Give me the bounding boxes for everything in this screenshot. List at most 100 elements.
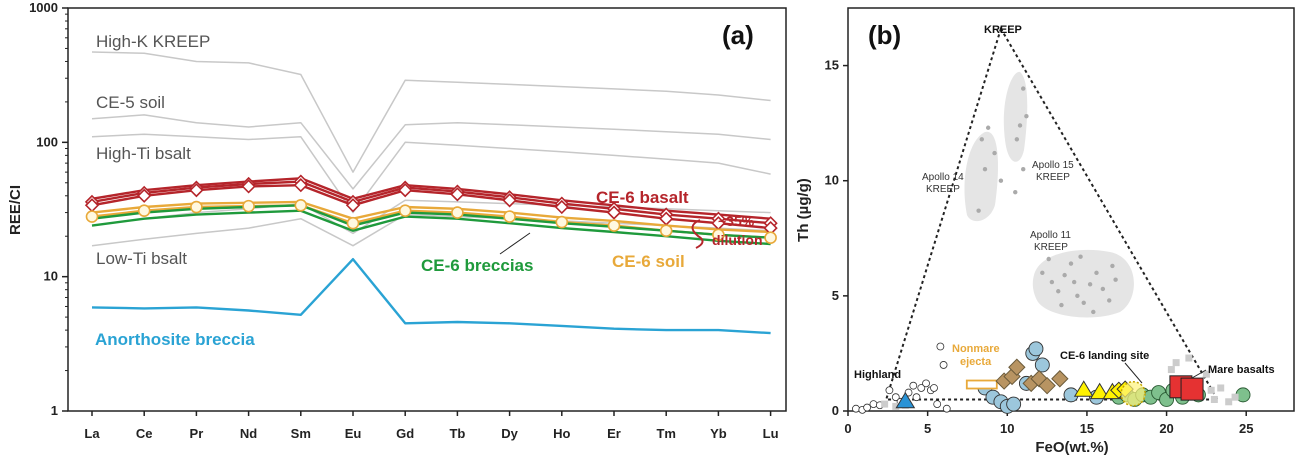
label-apollo11-b: KREEP [1034, 242, 1068, 253]
apollo11-point [1075, 293, 1080, 299]
apollo11-point [1110, 263, 1115, 269]
panel-b-frame [847, 7, 1295, 412]
series-line-6 [91, 183, 771, 230]
highland-point [939, 361, 948, 369]
mare-grey-point [1167, 366, 1175, 374]
label-apollo15-a: Apollo 15 [1032, 160, 1074, 171]
label-apollo14-a: Apollo 14 [922, 172, 964, 183]
nonmare-ejecta-point [965, 379, 998, 390]
series-line-7 [91, 177, 771, 220]
label-highland: Highland [854, 369, 901, 381]
basalt-point [606, 205, 622, 220]
x-tick-label-Nd: Nd [240, 426, 257, 441]
panel-b-kreep-fields [964, 71, 1134, 318]
mare-pointer [1191, 369, 1207, 379]
label-kreep: KREEP [984, 24, 1022, 36]
x-tick-label-La: La [84, 426, 100, 441]
highland-point [922, 379, 930, 388]
mare-grey-point [1185, 354, 1193, 362]
y-tick-label-100: 100 [36, 134, 58, 149]
label-anorthosite-breccia: Anorthosite breccia [95, 330, 255, 349]
soil-point [607, 219, 621, 232]
panel-b-kreep-points [976, 86, 1118, 315]
series-line-10 [91, 209, 771, 246]
apollo11-point [1113, 277, 1118, 282]
nonmare-diamonds-point [1051, 370, 1069, 388]
apollo11-point [1107, 298, 1112, 303]
apollo14-field [964, 131, 998, 222]
apollo15-field [1003, 71, 1028, 162]
breccias-pointer [499, 232, 531, 255]
x-tick-label-Sm: Sm [291, 426, 311, 441]
label-apollo14-b: KREEP [926, 184, 960, 195]
apollo11-point [1040, 270, 1045, 276]
ce6-blue-circles-point [1028, 341, 1044, 357]
highland-point [891, 393, 900, 402]
soil-point [294, 198, 308, 212]
soil-point [190, 200, 203, 214]
panel-b-th-feo-chart: (b) Th (µg/g) FeO(wt.%) 0 5 10 15 20 25 0 5 10 15… [795, 7, 1295, 456]
basalt-point [398, 183, 413, 198]
apollo15-point [1014, 137, 1020, 142]
apollo15-point [1024, 114, 1029, 119]
apollo11-point [1059, 302, 1064, 308]
basalt-point [450, 187, 465, 202]
apollo15-point [1017, 123, 1023, 128]
x-tick-label-Tm: Tm [656, 426, 676, 441]
panel-b-ylabel: Th (µg/g) [795, 178, 812, 242]
ce6-blue-circles-point [1006, 396, 1022, 412]
highland-point [885, 386, 894, 395]
apollo14-point [976, 208, 981, 213]
basalt-point [502, 193, 517, 208]
apollo11-point [1087, 282, 1093, 287]
label-ce6-breccias: CE-6 breccias [421, 256, 533, 275]
kreep-mixing-triangle [884, 26, 1220, 401]
apollo11-point [1078, 254, 1083, 259]
x-tick-label-Pr: Pr [190, 426, 204, 441]
apollo11-point [1100, 286, 1106, 292]
apollo11-point [1094, 270, 1099, 276]
apollo11-point [1046, 256, 1051, 262]
apollo11-point [1091, 309, 1096, 315]
apollo14-point [985, 125, 991, 130]
label-ce6-landing-site: CE-6 landing site [1060, 350, 1149, 362]
apollo15-point [1021, 86, 1026, 91]
highland-point [863, 403, 872, 412]
highland-point [869, 400, 878, 408]
bx-tick-label-10: 10 [1000, 421, 1014, 436]
x-tick-label-Yb: Yb [710, 426, 727, 441]
label-high-ti-basalt: High-Ti bsalt [96, 144, 191, 163]
x-tick-label-Ce: Ce [136, 426, 153, 441]
panel-a-label: (a) [722, 20, 754, 50]
soil-point [712, 228, 725, 242]
dilution-bracket [691, 219, 704, 249]
mare-grey-point [1172, 359, 1180, 367]
bx-tick-label-5: 5 [924, 421, 931, 436]
label-nonmare-a: Nonmare [952, 343, 1000, 355]
series-line-2 [91, 133, 771, 214]
soil-point [398, 204, 412, 217]
panel-a-reference-lines [91, 51, 771, 247]
panel-a-ree-chart: (a) REE/CI 1 10 100 1000 La Ce Pr Nd Sm Eu Gd Tb Dy H… [7, 0, 787, 441]
panel-a-ticks: 1 10 100 1000 La Ce Pr Nd Sm Eu Gd Tb Dy Ho Er Tm Yb Lu [29, 0, 779, 441]
apollo14-point [998, 178, 1004, 183]
anorthosite-blue-point [895, 391, 916, 409]
highland-point [852, 404, 860, 413]
panel-b-label: (b) [868, 20, 901, 50]
ce6-blue-circles-point [1034, 357, 1050, 373]
bx-tick-label-20: 20 [1159, 421, 1173, 436]
apollo11-point [1071, 279, 1077, 285]
series-line-9 [91, 200, 771, 234]
series-line-1 [91, 114, 771, 190]
apollo11-point [1062, 272, 1067, 278]
soil-point [85, 210, 99, 223]
highland-point [942, 404, 951, 413]
label-ce5-soil: CE-5 soil [96, 93, 165, 112]
x-tick-label-Eu: Eu [345, 426, 362, 441]
ce6-landing-dotted-point [1120, 380, 1146, 407]
soil-point [451, 206, 464, 219]
by-tick-label-15: 15 [825, 58, 839, 73]
highland-point [933, 400, 942, 408]
apollo14-point [979, 137, 984, 142]
